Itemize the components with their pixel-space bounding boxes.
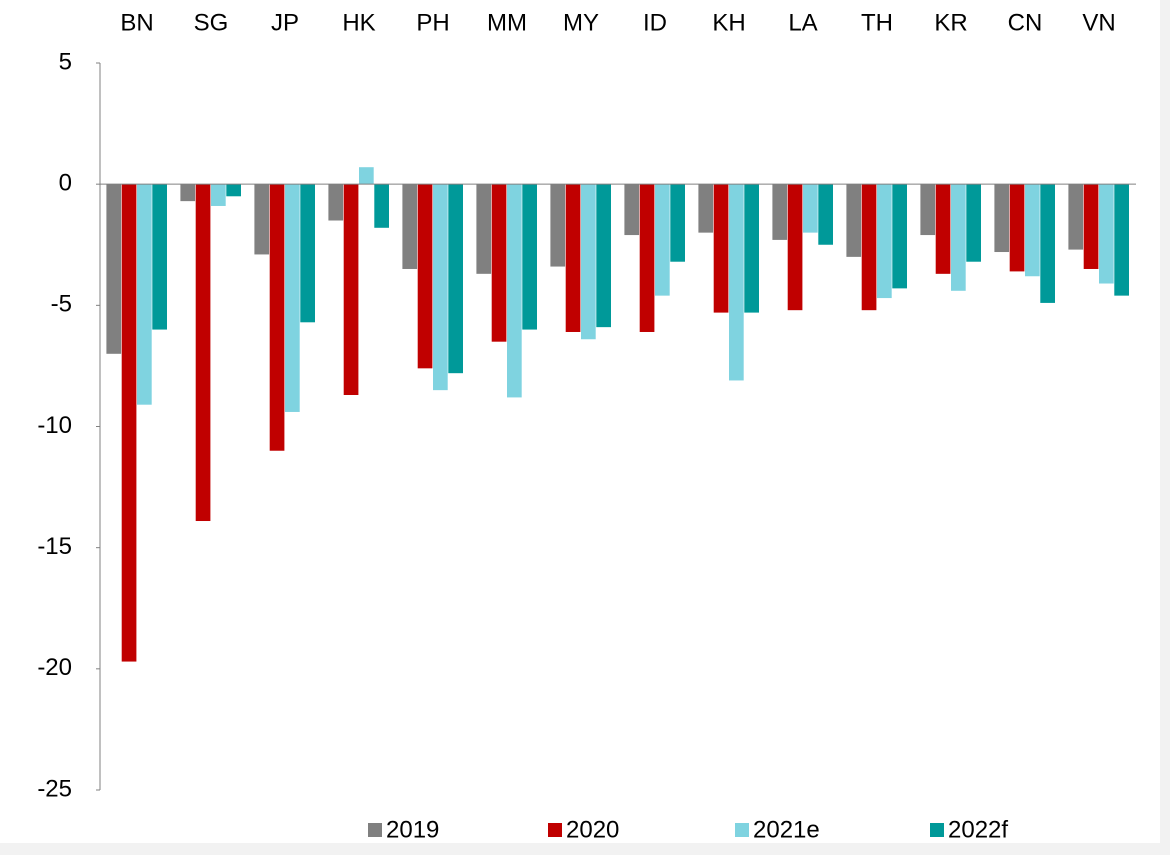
legend-label: 2019 — [386, 816, 439, 843]
bar — [1099, 184, 1114, 284]
bar — [522, 184, 537, 330]
bar — [359, 167, 374, 185]
bar — [226, 184, 241, 197]
y-tick-label: 5 — [59, 48, 72, 75]
y-tick-label: -10 — [37, 412, 72, 439]
bar — [328, 184, 344, 221]
bar — [994, 184, 1010, 253]
bar — [507, 184, 522, 398]
x-tick-label: MY — [563, 9, 599, 36]
x-tick-label: HK — [342, 9, 375, 36]
bar — [920, 184, 936, 236]
bar — [698, 184, 714, 233]
bar — [300, 184, 315, 323]
bar — [137, 184, 152, 405]
bar — [491, 184, 507, 342]
y-tick-label: -5 — [51, 291, 72, 318]
y-tick-label: 0 — [59, 170, 72, 197]
bar — [448, 184, 463, 374]
bar — [476, 184, 492, 274]
x-tick-label: TH — [861, 9, 893, 36]
bar — [195, 184, 211, 522]
bar — [211, 184, 226, 206]
bar — [803, 184, 818, 233]
bar — [787, 184, 803, 311]
bar — [1083, 184, 1099, 269]
x-tick-label: KH — [712, 9, 745, 36]
x-tick-label: CN — [1008, 9, 1043, 36]
bar — [1114, 184, 1129, 296]
bar — [152, 184, 167, 330]
bar — [269, 184, 285, 451]
bar — [892, 184, 907, 289]
bar — [877, 184, 892, 299]
x-tick-label: KR — [934, 9, 967, 36]
legend-swatch — [368, 823, 382, 837]
bar — [846, 184, 862, 257]
bar — [417, 184, 433, 369]
y-tick-label: -15 — [37, 533, 72, 560]
x-tick-label: MM — [487, 9, 527, 36]
bar — [596, 184, 611, 328]
bar — [744, 184, 759, 313]
legend-swatch — [548, 823, 562, 837]
x-tick-label: PH — [416, 9, 449, 36]
x-tick-label: SG — [194, 9, 229, 36]
bar — [655, 184, 670, 296]
bar — [639, 184, 655, 332]
x-tick-label: VN — [1082, 9, 1115, 36]
bar — [581, 184, 596, 340]
legend-swatch — [735, 823, 749, 837]
bar — [772, 184, 788, 240]
bar — [550, 184, 566, 267]
bar — [1068, 184, 1084, 250]
bar — [1009, 184, 1025, 272]
bar — [713, 184, 729, 313]
x-tick-label: JP — [271, 9, 299, 36]
bar — [624, 184, 640, 236]
bar — [1025, 184, 1040, 277]
bar — [433, 184, 448, 391]
bar — [729, 184, 744, 381]
bar — [402, 184, 418, 269]
bar — [935, 184, 951, 274]
bar — [285, 184, 300, 412]
x-tick-label: ID — [643, 9, 667, 36]
plot-background — [0, 0, 1160, 843]
bar — [951, 184, 966, 291]
bar — [343, 184, 359, 395]
bar — [818, 184, 833, 245]
x-tick-label: BN — [120, 9, 153, 36]
legend-label: 2021e — [753, 816, 820, 843]
y-tick-label: -20 — [37, 654, 72, 681]
bar — [180, 184, 196, 202]
bar — [966, 184, 981, 262]
bar — [861, 184, 877, 311]
legend-label: 2020 — [566, 816, 619, 843]
bar — [374, 184, 389, 228]
bar — [106, 184, 122, 354]
bar — [565, 184, 581, 332]
y-tick-label: -25 — [37, 775, 72, 802]
bar — [670, 184, 685, 262]
x-tick-label: LA — [788, 9, 817, 36]
bar — [254, 184, 270, 255]
bar — [1040, 184, 1055, 303]
bar — [121, 184, 137, 662]
legend-swatch — [930, 823, 944, 837]
legend-label: 2022f — [948, 816, 1008, 843]
